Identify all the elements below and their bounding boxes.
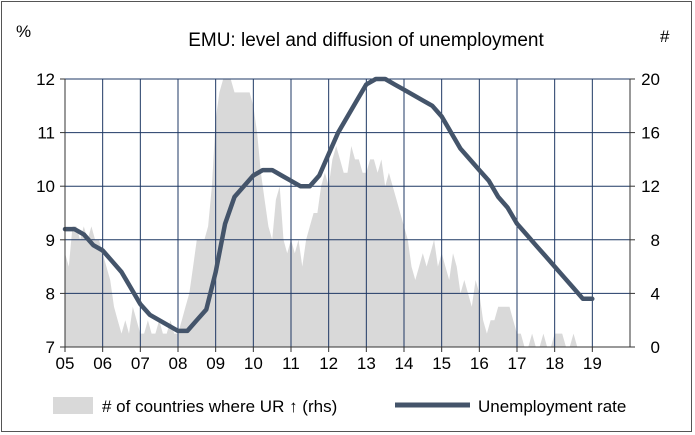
y-tick-label: 9	[46, 231, 55, 250]
x-tick-label: 16	[470, 354, 489, 373]
x-tick-label: 12	[319, 354, 338, 373]
x-tick-label: 09	[206, 354, 225, 373]
x-tick-label: 08	[169, 354, 188, 373]
right-axis-unit: #	[660, 27, 670, 46]
x-tick-label: 05	[56, 354, 75, 373]
x-tick-label: 11	[282, 354, 300, 373]
line-series-unemployment	[62, 76, 595, 334]
legend: # of countries where UR ↑ (rhs) Unemploy…	[53, 397, 626, 416]
x-tick-label: 13	[357, 354, 376, 373]
x-tick-label: 14	[395, 354, 414, 373]
axis-layer	[60, 78, 635, 352]
y2-tick-label: 20	[641, 70, 660, 89]
legend-swatch-area	[53, 397, 93, 414]
y2-tick-label: 4	[651, 284, 660, 303]
x-tick-label: 06	[93, 354, 112, 373]
y-tick-label: 8	[46, 284, 55, 303]
x-tick-label: 10	[244, 354, 263, 373]
y-tick-label: 12	[36, 70, 55, 89]
y2-tick-label: 12	[641, 177, 660, 196]
legend-label-line: Unemployment rate	[478, 397, 626, 416]
chart-title: EMU: level and diffusion of unemployment	[188, 30, 544, 51]
y2-tick-label: 0	[651, 338, 660, 357]
y-tick-label: 7	[46, 338, 55, 357]
left-axis-unit: %	[16, 22, 31, 41]
x-tick-label: 07	[131, 354, 150, 373]
x-tick-label: 19	[583, 354, 602, 373]
legend-label-area: # of countries where UR ↑ (rhs)	[102, 397, 337, 416]
x-tick-label: 18	[545, 354, 564, 373]
y-tick-label: 11	[37, 124, 55, 143]
y2-tick-label: 16	[641, 124, 660, 143]
tick-layer: 05 06 07 08 09 10 11 12 13 14 15 16 17 18 197891011120…	[36, 70, 660, 373]
y2-tick-label: 8	[651, 231, 660, 250]
x-tick-label: 15	[432, 354, 451, 373]
x-tick-label: 17	[508, 354, 527, 373]
y-tick-label: 10	[36, 177, 55, 196]
line-layer	[62, 76, 595, 334]
